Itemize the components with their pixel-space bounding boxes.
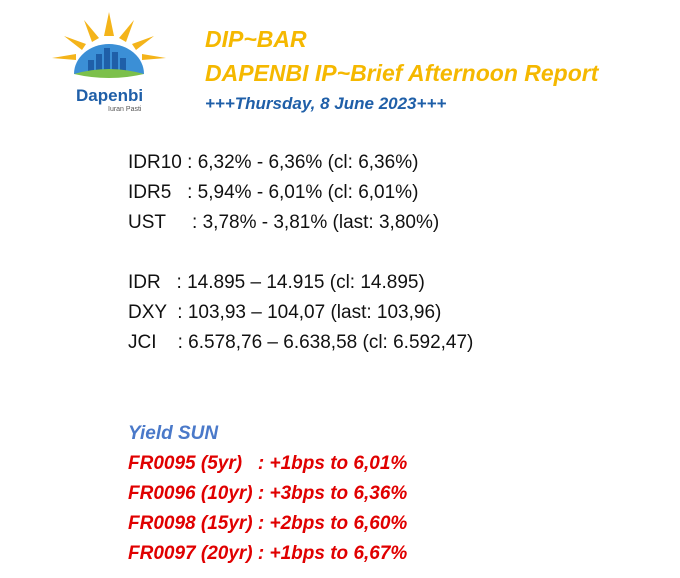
report-title: DIP~BAR bbox=[205, 26, 307, 52]
rate-line-ust: UST : 3,78% - 3,81% (last: 3,80%) bbox=[128, 212, 440, 233]
report-date: +++Thursday, 8 June 2023+++ bbox=[205, 94, 447, 113]
market-line-dxy: DXY : 103,93 – 104,07 (last: 103,96) bbox=[128, 302, 442, 323]
report-subtitle: DAPENBI IP~Brief Afternoon Report bbox=[205, 60, 599, 86]
yield-item-fr0096: FR0096 (10yr) : +3bps to 6,36% bbox=[128, 483, 408, 504]
yield-item-fr0095: FR0095 (5yr) : +1bps to 6,01% bbox=[128, 453, 408, 474]
sunburst-icon bbox=[52, 12, 166, 78]
logo-brand: Dapenbi bbox=[76, 86, 144, 105]
rate-line-idr10: IDR10 : 6,32% - 6,36% (cl: 6,36%) bbox=[128, 152, 419, 173]
yield-sun-heading: Yield SUN bbox=[128, 423, 219, 444]
market-line-idr: IDR : 14.895 – 14.915 (cl: 14.895) bbox=[128, 272, 425, 293]
dapenbi-logo: Dapenbi Iuran Pasti bbox=[44, 8, 174, 113]
logo-tagline: Iuran Pasti bbox=[108, 106, 142, 113]
rate-line-idr5: IDR5 : 5,94% - 6,01% (cl: 6,01%) bbox=[128, 182, 419, 203]
yield-item-fr0097: FR0097 (20yr) : +1bps to 6,67% bbox=[128, 543, 408, 564]
yield-item-fr0098: FR0098 (15yr) : +2bps to 6,60% bbox=[128, 513, 408, 534]
market-line-jci: JCI : 6.578,76 – 6.638,58 (cl: 6.592,47) bbox=[128, 332, 474, 353]
